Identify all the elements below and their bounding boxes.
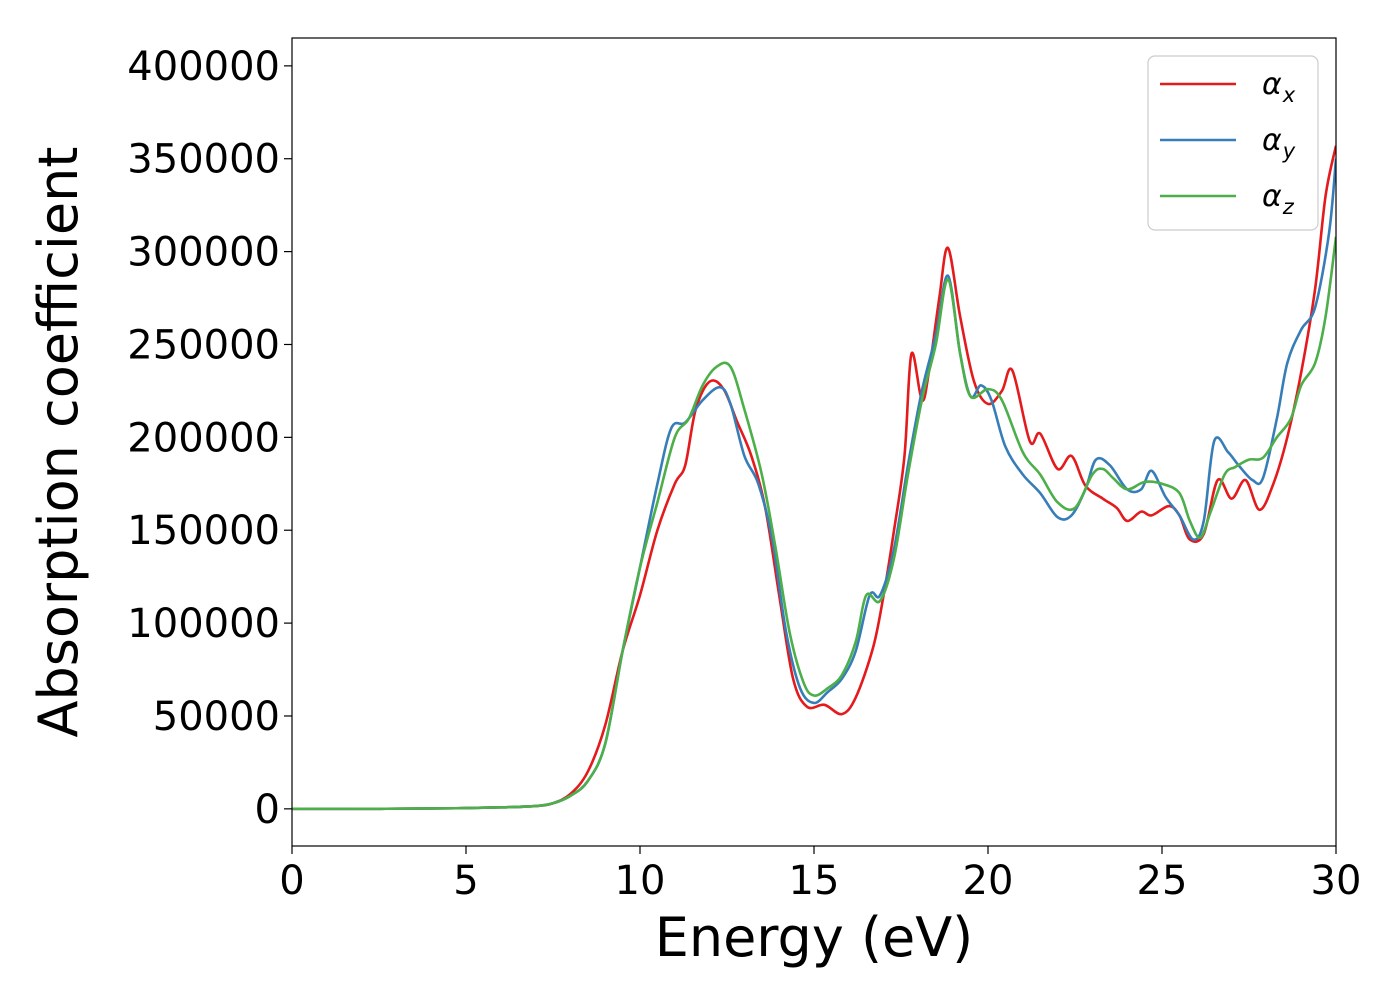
x-tick-label: 0: [279, 858, 304, 904]
y-tick-label: 150000: [127, 508, 280, 554]
legend-label-alpha-x: αx: [1262, 67, 1296, 107]
y-tick-label: 200000: [127, 415, 280, 461]
x-axis-ticks: 0 5 10 15 20 25 30: [279, 846, 1361, 904]
y-tick-label: 250000: [127, 322, 280, 368]
series-line-alpha-x: [292, 145, 1336, 811]
series-line-alpha-z: [292, 236, 1336, 811]
plot-lines: [292, 145, 1336, 811]
legend: αx αy αz: [1147, 55, 1319, 231]
legend-box: [1147, 55, 1319, 231]
y-tick-label: 400000: [127, 44, 280, 90]
x-tick-label: 5: [453, 858, 478, 904]
x-tick-label: 10: [615, 858, 666, 904]
series-line-alpha-y: [292, 158, 1336, 811]
y-tick-label: 50000: [153, 694, 280, 740]
y-tick-label: 0: [255, 787, 280, 833]
legend-label-alpha-z: αz: [1262, 179, 1295, 219]
y-axis-ticks: 0 50000 100000 150000 200000 250000 300000 3500…: [127, 44, 292, 833]
y-tick-label: 300000: [127, 230, 280, 276]
y-tick-label: 350000: [127, 137, 280, 183]
x-tick-label: 20: [963, 858, 1014, 904]
x-tick-label: 15: [789, 858, 840, 904]
x-tick-label: 30: [1311, 858, 1362, 904]
y-tick-label: 100000: [127, 601, 280, 647]
x-tick-label: 25: [1137, 858, 1188, 904]
y-axis-label: Absorption coefficient: [27, 147, 90, 738]
x-axis-label: Energy (eV): [655, 906, 974, 969]
legend-label-alpha-y: αy: [1262, 123, 1296, 163]
